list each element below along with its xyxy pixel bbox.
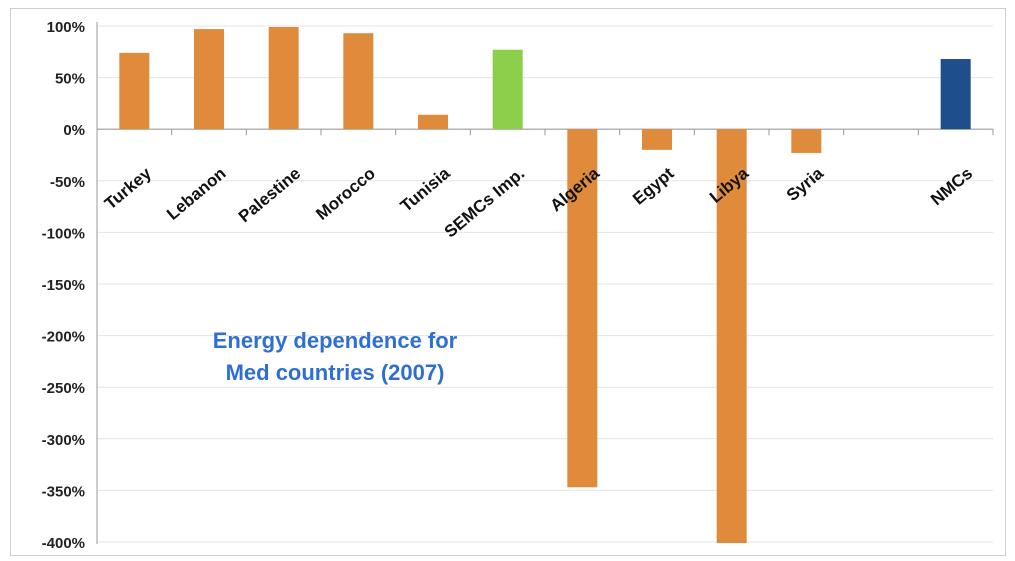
- y-tick-label: -400%: [42, 535, 85, 552]
- bar: [268, 27, 299, 130]
- x-category-label: SEMCs Imp.: [441, 164, 528, 242]
- x-category-label: Lebanon: [163, 164, 229, 224]
- bar: [940, 59, 971, 130]
- x-category-label: Turkey: [101, 163, 155, 213]
- y-tick-label: -150%: [42, 277, 85, 294]
- y-tick-label: -50%: [50, 174, 85, 191]
- y-tick-label: -250%: [42, 380, 85, 397]
- x-category-label: Morocco: [312, 164, 378, 224]
- bar: [343, 33, 374, 130]
- y-tick-label: 100%: [47, 19, 85, 36]
- x-category-label: Egypt: [629, 163, 678, 208]
- x-category-label: Tunisia: [397, 163, 454, 215]
- x-category-label: Palestine: [235, 164, 304, 227]
- bar: [194, 29, 224, 130]
- bar: [119, 52, 150, 130]
- y-tick-label: -100%: [42, 225, 85, 242]
- chart-title: Energy dependence for Med countries (200…: [170, 325, 500, 389]
- bar: [567, 129, 598, 488]
- y-tick-label: 50%: [55, 71, 85, 88]
- bar: [716, 129, 747, 544]
- x-category-label: Syria: [783, 163, 827, 205]
- chart-title-line-2: Med countries (2007): [225, 360, 445, 385]
- bar: [418, 114, 448, 130]
- y-tick-label: -350%: [42, 483, 85, 500]
- chart-title-line-1: Energy dependence for: [212, 328, 458, 353]
- y-tick-label: -300%: [42, 432, 85, 449]
- bar: [642, 129, 672, 150]
- y-tick-label: -200%: [42, 329, 85, 346]
- x-category-label: NMCs: [927, 164, 976, 210]
- y-tick-label: 0%: [63, 122, 85, 139]
- bar: [791, 129, 822, 153]
- bar: [492, 49, 523, 130]
